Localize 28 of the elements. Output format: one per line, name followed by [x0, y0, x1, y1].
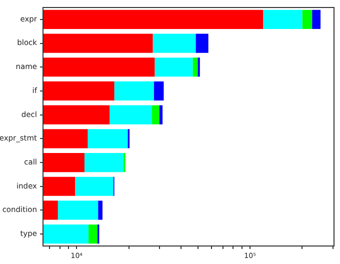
bar [192, 58, 198, 77]
bar [302, 10, 312, 29]
bar [312, 10, 321, 29]
bar [43, 34, 153, 53]
bar [43, 152, 84, 172]
bar [152, 105, 160, 124]
bar [84, 152, 124, 172]
bar [154, 58, 193, 77]
bar [196, 34, 208, 53]
bar [114, 81, 154, 101]
bar [43, 200, 58, 220]
bar [75, 176, 114, 196]
bar [43, 10, 264, 29]
bar [43, 105, 110, 124]
bar [152, 34, 196, 53]
bar [263, 10, 302, 29]
bar [58, 200, 98, 220]
bar [43, 176, 76, 196]
bar [154, 81, 164, 101]
bar [43, 224, 88, 244]
bar [43, 81, 114, 101]
bar [43, 58, 155, 77]
bar [88, 129, 128, 148]
bar [88, 224, 98, 244]
bar [98, 200, 102, 220]
bar [110, 105, 152, 124]
bar [159, 105, 163, 124]
bar [43, 129, 88, 148]
